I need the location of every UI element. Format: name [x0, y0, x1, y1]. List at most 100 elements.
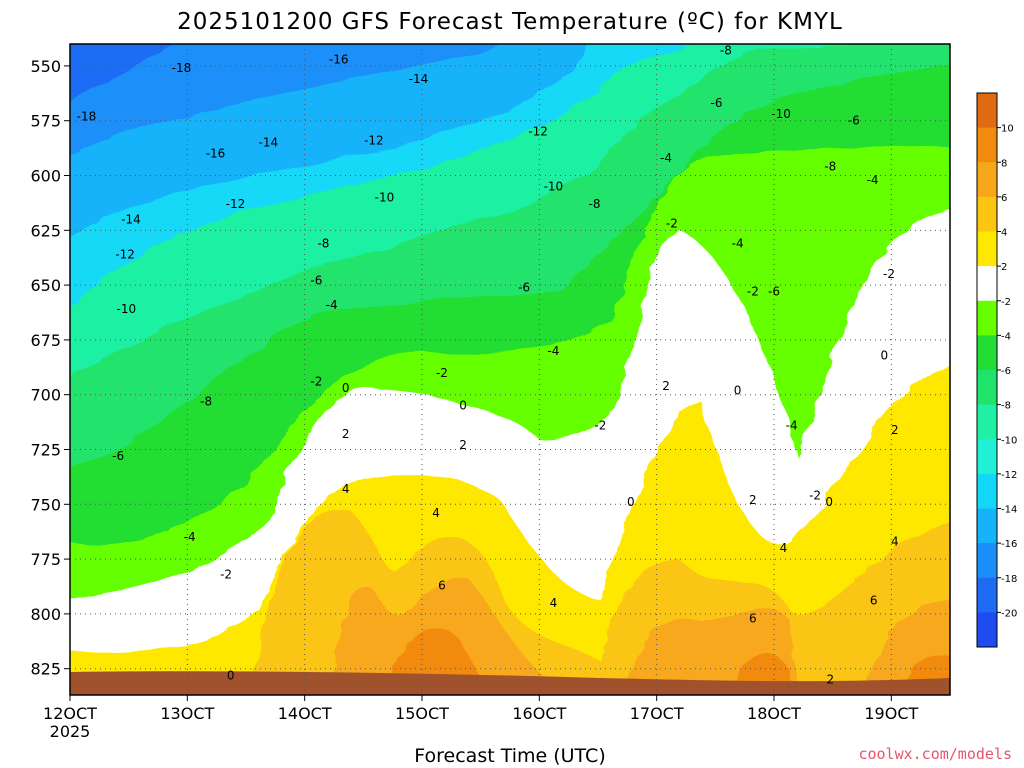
colorbar-swatch — [977, 196, 997, 232]
colorbar-swatch — [977, 404, 997, 440]
colorbar-swatch — [977, 543, 997, 579]
contour-label: 2 — [749, 493, 757, 507]
colorbar: 10 8 6 4 2 -2 -4 -6 -8 -10 -12 -14 -16 -18 -20 — [976, 92, 1017, 648]
contour-label: -6 — [711, 96, 723, 110]
contour-label: -10 — [117, 302, 137, 316]
colorbar-swatch — [977, 439, 997, 475]
contour-label: 4 — [432, 506, 440, 520]
x-tick-label: 17OCT — [630, 704, 684, 723]
colorbar-tick-label: -14 — [1001, 505, 1017, 516]
contour-label: 6 — [749, 611, 757, 625]
contour-label: 2 — [459, 438, 467, 452]
x-tick-year: 2025 — [50, 722, 91, 741]
contour-label: -8 — [317, 236, 329, 250]
contour-label: -4 — [660, 151, 672, 165]
contour-label: -12 — [528, 125, 548, 139]
colorbar-swatch — [977, 335, 997, 371]
contour-label: 4 — [891, 535, 899, 549]
colorbar-tick-label: -2 — [1001, 297, 1011, 308]
grid — [70, 44, 950, 695]
y-tick-label: 650 — [30, 276, 61, 295]
contour-label: -4 — [786, 418, 798, 432]
colorbar-tick-label: -6 — [1001, 366, 1011, 377]
contour-label: -4 — [326, 298, 338, 312]
x-tick-label: 14OCT — [278, 704, 332, 723]
contour-label: -10 — [771, 107, 791, 121]
contour-label: -12 — [115, 247, 135, 261]
contour-label: -6 — [848, 114, 860, 128]
contour-labels: -18 -18 -16 -16 -14 -14 -14 -12 -12 -12 -12 -10 -10 -… — [77, 44, 899, 687]
colorbar-swatch — [977, 612, 997, 648]
colorbar-swatch — [977, 508, 997, 544]
contour-label: -8 — [720, 44, 732, 58]
colorbar-swatch — [977, 266, 997, 302]
contour-label: 2 — [826, 673, 834, 687]
contour-label: 6 — [438, 578, 446, 592]
colorbar-tick-label: 10 — [1001, 124, 1014, 135]
colorbar-tick-label: 2 — [1001, 262, 1007, 273]
colorbar-swatch — [977, 300, 997, 336]
contour-label: -10 — [375, 190, 395, 204]
colorbar-tick-label: -18 — [1001, 574, 1017, 585]
colorbar-tick-label: -10 — [1001, 435, 1017, 446]
colorbar-swatch — [977, 473, 997, 509]
x-axis-label: Forecast Time (UTC) — [414, 745, 605, 767]
colorbar-swatch — [977, 231, 997, 267]
colorbar-swatch — [977, 370, 997, 406]
contour-label: -6 — [310, 274, 322, 288]
contour-label: 2 — [891, 423, 899, 437]
contour-label: -14 — [121, 212, 141, 226]
contour-label: -2 — [809, 489, 821, 503]
x-axis: 12OCT 13OCT 14OCT 15OCT 16OCT 17OCT 18OCT 19OCT… — [43, 695, 919, 741]
band-coldest — [70, 44, 498, 156]
band-6 — [330, 579, 950, 695]
contour-label: -18 — [172, 61, 192, 75]
contour-label: -16 — [206, 147, 226, 161]
contour-label: -6 — [518, 280, 530, 294]
contour-label: 6 — [870, 594, 878, 608]
contour-label: -6 — [768, 285, 780, 299]
band-coldest-core — [70, 44, 178, 103]
contour-label: 0 — [342, 381, 350, 395]
contour-label: -6 — [112, 449, 124, 463]
y-tick-label: 825 — [30, 660, 61, 679]
y-tick-label: 750 — [30, 495, 61, 514]
colorbar-tick-label: 4 — [1001, 228, 1007, 239]
contour-label: 0 — [227, 668, 235, 682]
contour-label: -2 — [220, 567, 232, 581]
y-tick-label: 675 — [30, 331, 61, 350]
colorbar-swatch — [977, 577, 997, 613]
contour-label: -16 — [329, 52, 349, 66]
contour-label: -8 — [588, 197, 600, 211]
x-tick-label: 16OCT — [512, 704, 566, 723]
x-tick-label: 19OCT — [864, 704, 918, 723]
contour-label: -2 — [666, 217, 678, 231]
colorbar-tick-label: 8 — [1001, 158, 1007, 169]
contour-label: 2 — [342, 427, 350, 441]
contour-label: 4 — [342, 482, 350, 496]
colorbar-swatch — [977, 127, 997, 163]
contour-label: -2 — [883, 267, 895, 281]
contour-label: 0 — [627, 495, 635, 509]
y-tick-label: 800 — [30, 605, 61, 624]
x-tick-label: 13OCT — [160, 704, 214, 723]
contour-label: -18 — [77, 109, 97, 123]
contour-label: -12 — [364, 133, 384, 147]
contour-label: -2 — [436, 366, 448, 380]
contour-label: 2 — [662, 379, 670, 393]
contour-label: -4 — [547, 344, 559, 358]
y-tick-label: 775 — [30, 550, 61, 569]
temperature-field — [70, 44, 950, 695]
contour-label: 4 — [550, 596, 558, 610]
colorbar-tick-label: -8 — [1001, 401, 1011, 412]
contour-label: 0 — [734, 383, 742, 397]
contour-label: 0 — [880, 348, 888, 362]
contour-label: -10 — [544, 179, 564, 193]
contour-label: -8 — [200, 394, 212, 408]
colorbar-swatch — [977, 162, 997, 198]
colorbar-swatch — [977, 93, 997, 129]
contour-label: 0 — [459, 399, 467, 413]
chart-title: 2025101200 GFS Forecast Temperature (ºC)… — [177, 9, 843, 35]
colorbar-tick-label: -4 — [1001, 331, 1011, 342]
x-tick-label: 12OCT — [43, 704, 97, 723]
